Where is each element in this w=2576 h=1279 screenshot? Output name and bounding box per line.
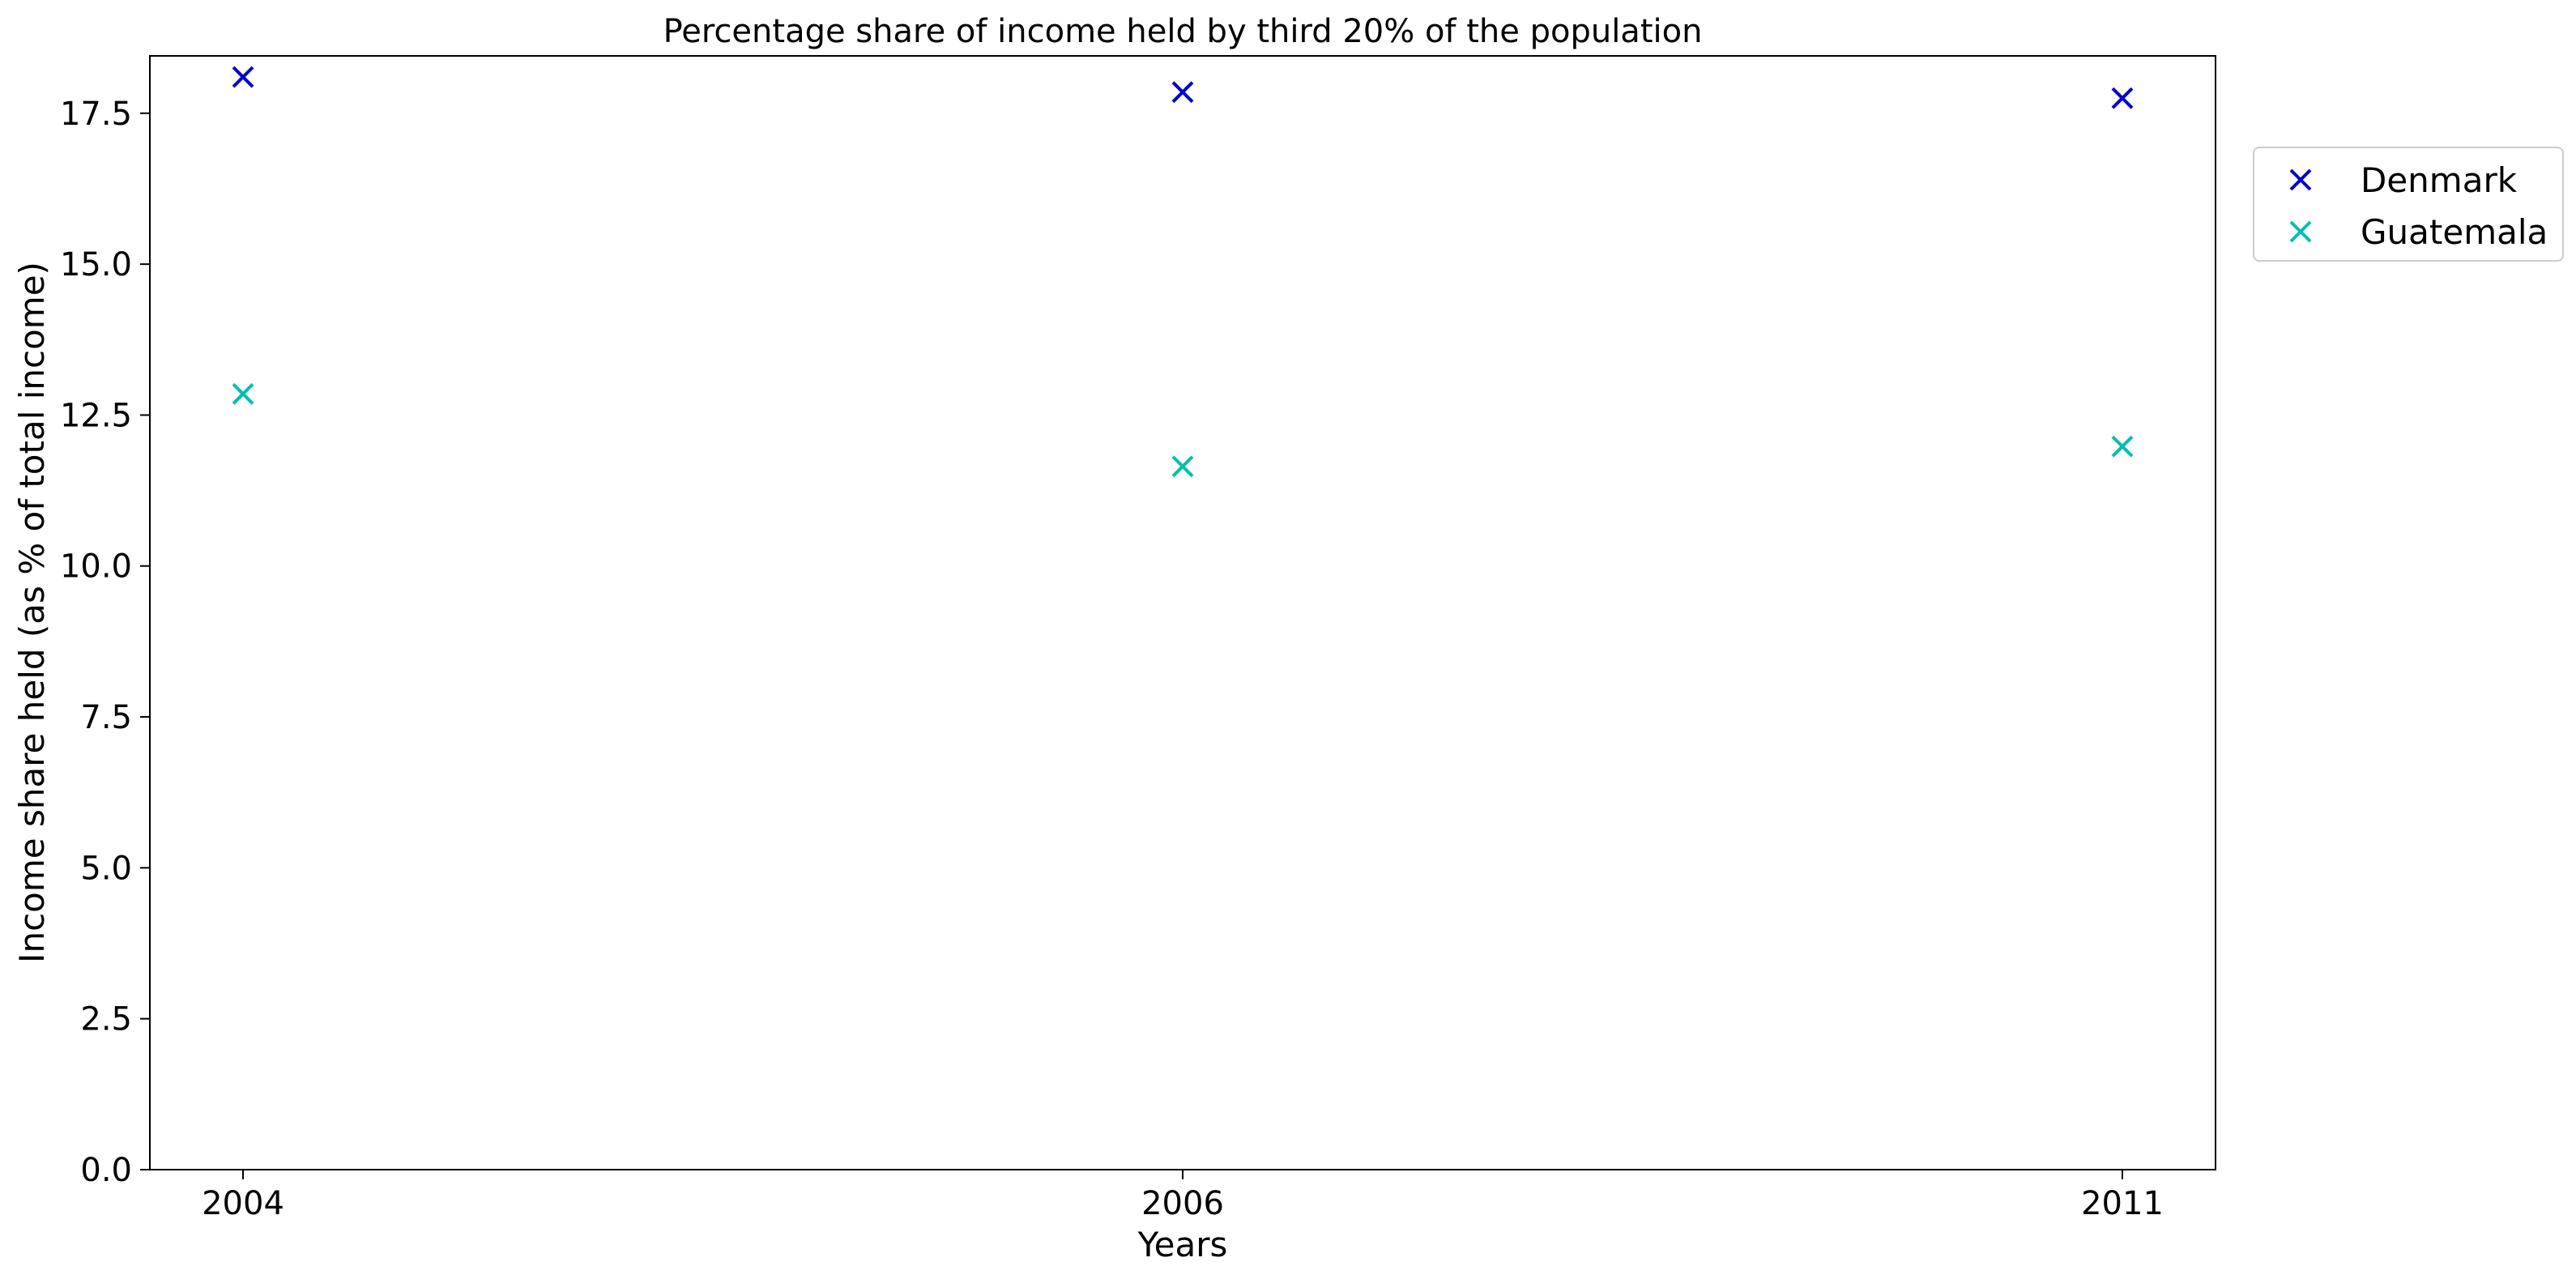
x-tick-label: 2006 [1141,1185,1224,1222]
y-tick-label: 12.5 [60,397,132,434]
chart-title: Percentage share of income held by third… [663,13,1703,50]
data-markers [232,66,2134,478]
x-axis: 2004 2006 2011 [202,1170,2164,1222]
plot-area-frame [149,55,2216,1170]
y-tick-label: 2.5 [80,1001,132,1038]
legend-label-guatemala: Guatemala [2361,212,2548,252]
y-tick-label: 10.0 [60,548,132,586]
data-point-guatemala [1171,455,1194,478]
y-tick-label: 17.5 [60,96,132,133]
x-tick-label: 2011 [2081,1185,2164,1222]
data-point-denmark [2111,87,2134,109]
legend: Denmark Guatemala [2253,147,2564,262]
data-point-guatemala [232,382,254,405]
y-axis-label: Income share held (as % of total income) [12,262,52,963]
x-tick-label: 2004 [202,1185,284,1222]
y-tick-label: 7.5 [80,699,132,736]
y-tick-label: 0.0 [80,1152,132,1189]
data-point-denmark [1171,81,1194,104]
legend-marker-guatemala [2289,220,2312,243]
y-tick-label: 15.0 [60,246,132,284]
legend-marker-denmark [2289,168,2312,191]
data-point-guatemala [2111,435,2134,458]
legend-box [2253,147,2564,262]
y-tick-label: 5.0 [80,850,132,887]
y-axis: 0.0 2.5 5.0 7.5 10.0 12.5 15.0 17.5 [60,96,150,1189]
legend-label-denmark: Denmark [2361,160,2518,200]
x-axis-label: Years [1137,1225,1228,1264]
data-point-denmark [232,66,254,88]
